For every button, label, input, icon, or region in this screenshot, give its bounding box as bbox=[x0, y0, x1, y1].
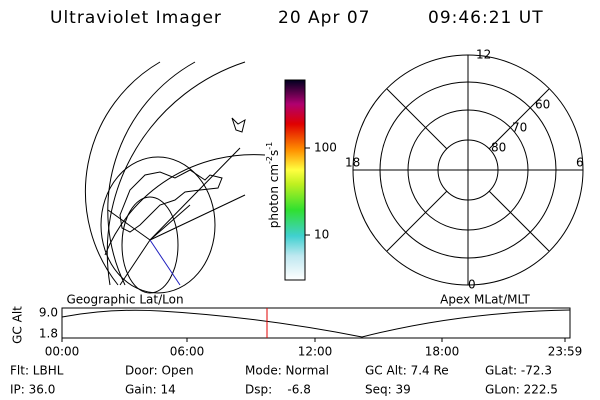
polar-label: 18 bbox=[345, 156, 360, 170]
timeline-ytick: 1.8 bbox=[39, 327, 58, 341]
panel-title: Geographic Lat/Lon bbox=[66, 293, 183, 307]
timeline-xtick-label: 12:00 bbox=[298, 345, 333, 359]
colorbar bbox=[284, 79, 306, 281]
label-part: -1 bbox=[265, 142, 274, 150]
colorbar-tick-label: 10 bbox=[314, 228, 329, 242]
status-field: GLat: -72.3 bbox=[485, 364, 552, 378]
instrument: Ultraviolet Imager bbox=[50, 8, 222, 28]
status-field: GLon: 222.5 bbox=[485, 383, 558, 397]
polar-label: 12 bbox=[476, 48, 491, 62]
polar-label: 80 bbox=[491, 141, 506, 155]
status-field: Door: Open bbox=[125, 364, 194, 378]
panel-title: Apex MLat/MLT bbox=[440, 293, 530, 307]
label-part: -2 bbox=[265, 156, 274, 164]
colorbar-tick-label: 100 bbox=[314, 141, 337, 155]
geo-map bbox=[84, 61, 266, 294]
polar-label: 0 bbox=[468, 278, 476, 292]
status-field: IP: 36.0 bbox=[10, 383, 55, 397]
status-field: Dsp: -6.8 bbox=[245, 383, 311, 397]
status-field: Mode: Normal bbox=[245, 364, 329, 378]
timeline-xtick-label: 18:00 bbox=[425, 345, 460, 359]
timeline-xtick-label: 00:00 bbox=[45, 345, 80, 359]
polar-label: 60 bbox=[535, 98, 550, 112]
polar-label: 70 bbox=[512, 121, 527, 135]
altitude-curve bbox=[61, 309, 571, 338]
timeline-xtick-label: 06:00 bbox=[170, 345, 205, 359]
time: 09:46:21 UT bbox=[428, 8, 544, 28]
status-field: GC Alt: 7.4 Re bbox=[365, 364, 449, 378]
timeline-ytick: 9.0 bbox=[39, 306, 58, 320]
polar-grid bbox=[352, 54, 584, 286]
timeline-xtick-label: 23:59 bbox=[548, 345, 583, 359]
date: 20 Apr 07 bbox=[278, 8, 370, 28]
status-field: Seq: 39 bbox=[365, 383, 411, 397]
status-field: Gain: 14 bbox=[125, 383, 176, 397]
timeline-frame bbox=[61, 307, 571, 339]
label-part: s bbox=[267, 150, 281, 156]
colorbar-label: photon cm-2s-1 bbox=[265, 142, 281, 229]
status-field: Flt: LBHL bbox=[10, 364, 64, 378]
polar-label: 6 bbox=[576, 156, 584, 170]
label-part: photon cm bbox=[267, 164, 281, 228]
timeline-ylabel: GC Alt bbox=[11, 306, 25, 344]
